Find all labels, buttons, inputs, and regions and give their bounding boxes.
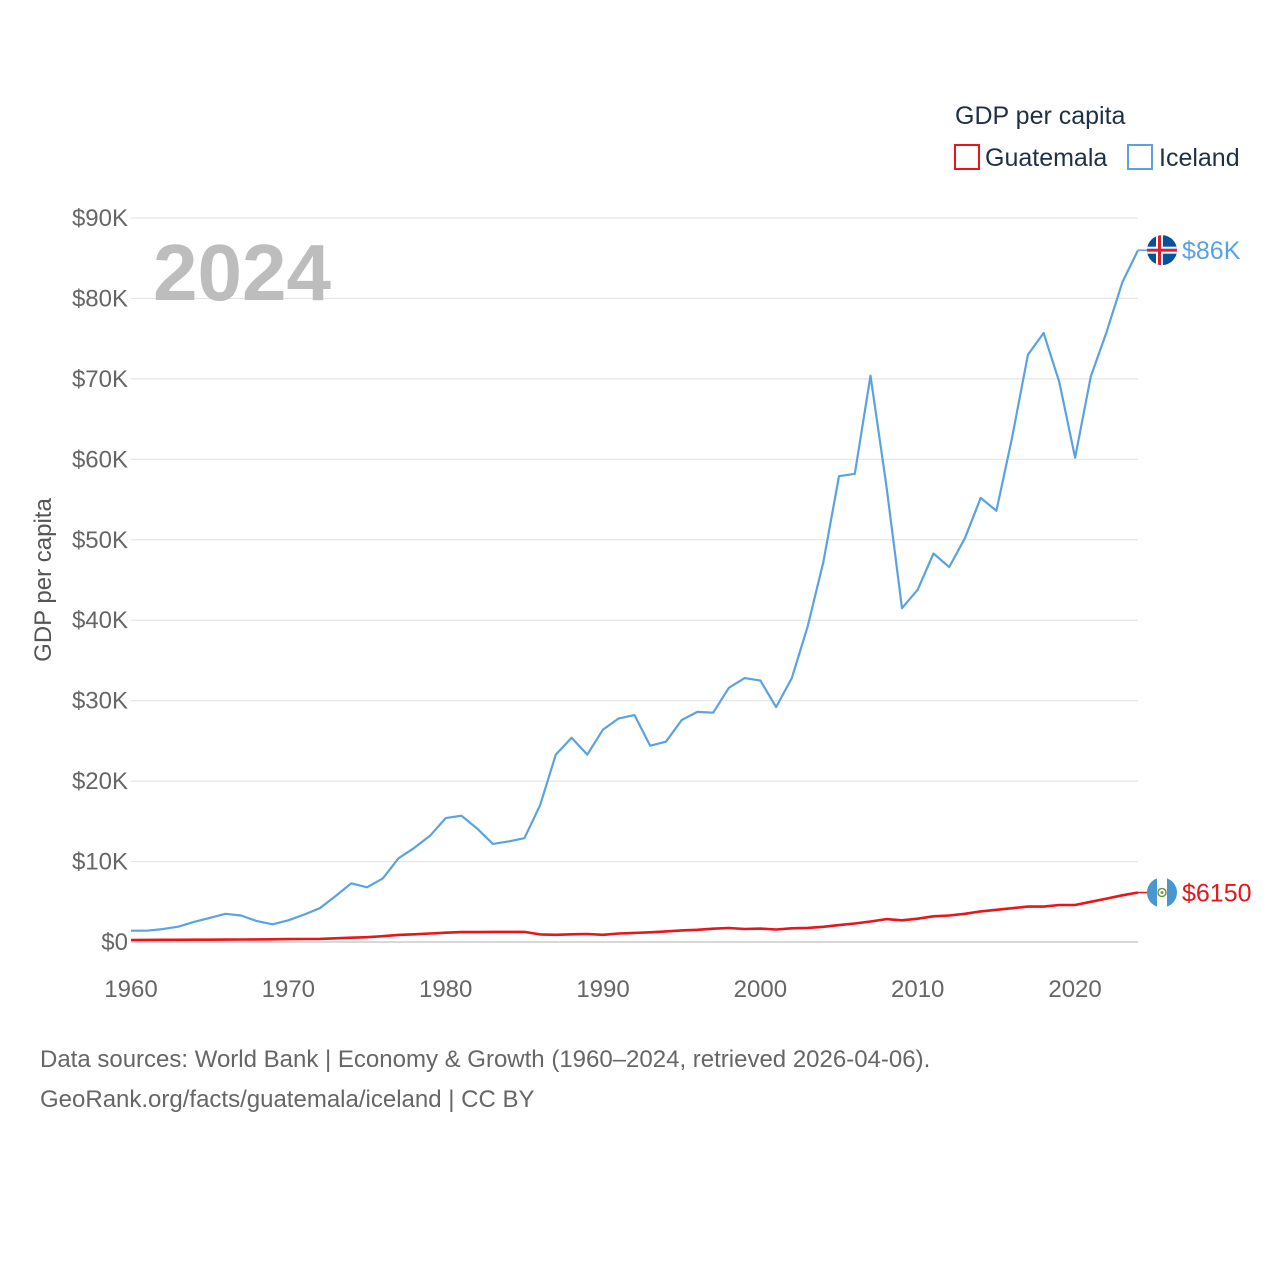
series-line-guatemala[interactable] — [130, 891, 1139, 942]
x-tick-label: 2000 — [734, 976, 787, 1003]
x-tick-label: 2020 — [1048, 976, 1101, 1003]
legend-label-guatemala: Guatemala — [985, 144, 1107, 172]
y-tick-label: $50K — [72, 527, 128, 554]
y-tick-label: $10K — [72, 849, 128, 876]
y-tick-label: $70K — [72, 366, 128, 393]
y-axis-label: GDP per capita — [30, 498, 57, 662]
legend-item-guatemala[interactable]: Guatemala — [954, 144, 1107, 172]
legend[interactable]: GDP per capita Guatemala Iceland — [954, 102, 1240, 172]
guatemala-flag-icon — [1147, 877, 1177, 908]
data-source-note: Data sources: World Bank | Economy & Gro… — [40, 1040, 930, 1120]
x-tick-label: 1980 — [419, 976, 472, 1003]
legend-swatch-iceland — [1127, 144, 1153, 170]
source-line-2: GeoRank.org/facts/guatemala/iceland | CC… — [40, 1086, 535, 1113]
x-axis-ticks: 1960 1970 1980 1990 2000 2010 2020 — [104, 976, 1101, 1003]
y-axis-ticks: $0 $10K $20K $30K $40K $50K $60K $70K $80K $90K — [72, 205, 128, 956]
series-layer — [130, 249, 1148, 942]
legend-swatch-guatemala — [954, 144, 980, 170]
year-label: 2024 — [153, 228, 331, 317]
y-tick-label: $90K — [72, 205, 128, 232]
y-tick-label: $30K — [72, 688, 128, 715]
iceland-flag-icon — [1147, 235, 1177, 266]
gridlines — [131, 217, 1138, 863]
y-tick-label: $40K — [72, 607, 128, 634]
series-line-iceland[interactable] — [131, 249, 1139, 932]
legend-title: GDP per capita — [955, 102, 1126, 130]
x-tick-label: 2010 — [891, 976, 944, 1003]
end-value-label-iceland: $86K — [1182, 237, 1241, 265]
x-tick-label: 1960 — [104, 976, 157, 1003]
y-tick-label: $20K — [72, 768, 128, 795]
end-value-label-guatemala: $6150 — [1182, 880, 1252, 908]
x-tick-label: 1990 — [576, 976, 629, 1003]
source-line-1: Data sources: World Bank | Economy & Gro… — [40, 1046, 931, 1073]
y-tick-label: $60K — [72, 446, 128, 473]
legend-item-iceland[interactable]: Iceland — [1127, 144, 1240, 172]
x-tick-label: 1970 — [262, 976, 315, 1003]
y-tick-label: $80K — [72, 285, 128, 312]
gdp-line-chart: $0 $10K $20K $30K $40K $50K $60K $70K $80K $90K 1… — [30, 102, 1252, 1003]
legend-label-iceland: Iceland — [1159, 144, 1240, 172]
y-tick-label: $0 — [101, 929, 128, 956]
